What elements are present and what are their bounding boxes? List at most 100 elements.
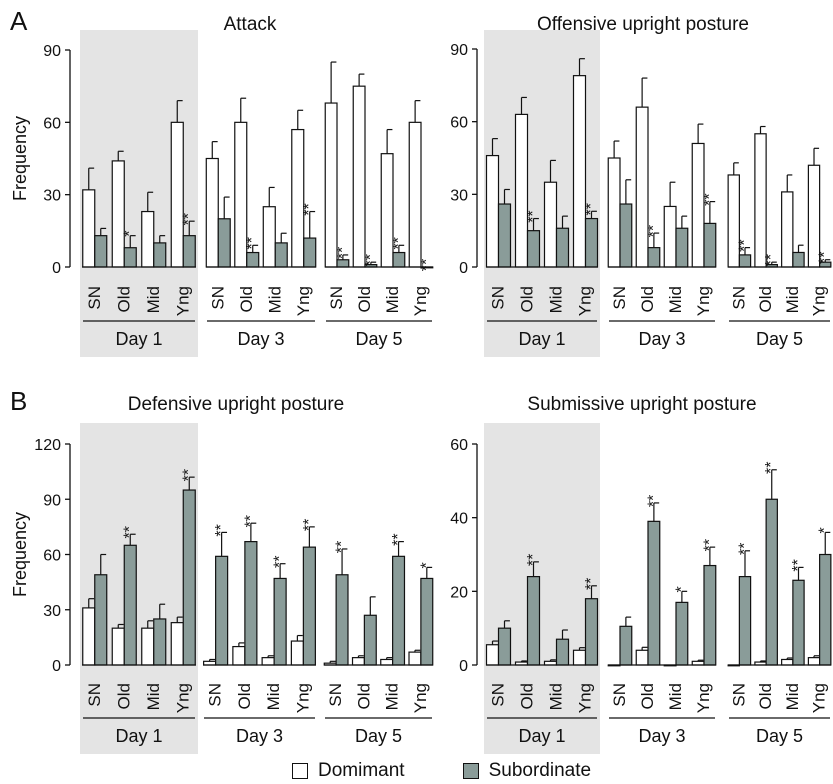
chart-3-significance-mark: * — [418, 562, 435, 568]
chart-1-significance-mark: ** — [362, 254, 379, 266]
chart-4-bar-subordinate — [819, 553, 832, 666]
chart-2-bar-dominant — [607, 157, 621, 268]
chart-3-category-label: Old — [235, 683, 254, 709]
chart-3-bar-dominant — [261, 657, 275, 666]
chart-3-group-label: Day 5 — [355, 726, 402, 746]
chart-4-y-tick-label: 60 — [450, 437, 468, 454]
legend-label-dominant: Domimant — [318, 760, 405, 781]
chart-2-significance-mark: ** — [701, 193, 718, 205]
chart-3-bar-subordinate — [392, 555, 406, 666]
chart-4-significance-mark: ** — [790, 559, 807, 571]
chart-1-bar-dominant — [141, 210, 155, 268]
chart-3-bar-dominant — [82, 607, 96, 666]
chart-4-y-tick-label: 40 — [450, 511, 468, 528]
chart-4-category-label: Old — [756, 683, 775, 709]
chart-2-bar-subordinate — [497, 203, 512, 268]
chart-4-significance-mark: ** — [701, 539, 718, 551]
chart-4-bar-subordinate — [555, 638, 570, 666]
chart-1-significance-mark: ** — [244, 237, 261, 249]
chart-2-bar-subordinate — [555, 227, 570, 268]
chart-4-significance-mark: ** — [736, 543, 753, 555]
chart-1-title: Attack — [224, 14, 277, 35]
chart-2-bar-dominant — [781, 191, 794, 268]
chart-2-bar-dominant — [754, 133, 767, 268]
chart-3-significance-mark: ** — [242, 515, 259, 527]
chart-1-category-label: Mid — [383, 286, 402, 313]
chart-3-category-label: Yng — [411, 683, 430, 713]
legend-item-dominant: Domimant — [292, 760, 405, 782]
chart-2-bar-dominant — [514, 113, 529, 268]
chart-3-y-tick-label: 30 — [43, 603, 61, 620]
chart-4-bar-dominant — [807, 657, 821, 666]
chart-2-category-label: SN — [610, 286, 629, 310]
chart-4-category-label: Old — [518, 683, 537, 709]
chart-3-bar-subordinate — [244, 541, 258, 666]
chart-4-title: Submissive upright posture — [527, 394, 756, 415]
chart-2-category-label: Old — [638, 286, 657, 312]
chart-1-category-label: Old — [355, 286, 374, 312]
chart-4-category-label: Yng — [694, 683, 713, 713]
chart-2-bar-dominant — [485, 154, 500, 268]
chart-1-category-label: Old — [114, 286, 133, 312]
legend-swatch-dominant — [292, 763, 308, 779]
chart-4-y-tick-label: 20 — [450, 584, 468, 601]
chart-3-significance-mark: ** — [272, 555, 289, 567]
chart-1-significance-mark: ** — [181, 213, 198, 225]
chart-1-group-label: Day 1 — [115, 329, 162, 349]
chart-3-bar-subordinate — [123, 544, 137, 666]
chart-2-significance-mark: ** — [645, 225, 662, 237]
chart-2-significance-mark: ** — [817, 252, 833, 264]
chart-2-category-label: SN — [729, 286, 748, 310]
chart-1-bar-dominant — [324, 102, 338, 268]
chart-1-category-label: Mid — [265, 286, 284, 313]
chart-2-bar-dominant — [663, 205, 677, 268]
chart-1-group-label: Day 3 — [237, 329, 284, 349]
chart-1-significance-mark: ** — [418, 259, 435, 271]
chart-1-y-tick-label: 90 — [43, 43, 61, 60]
chart-2-bar-subordinate — [738, 254, 752, 268]
chart-4-bar-subordinate — [584, 598, 599, 666]
chart-1-bar-dominant — [408, 121, 422, 268]
chart-3-category-label: Mid — [383, 683, 402, 710]
chart-3-bar-subordinate — [363, 614, 377, 666]
chart-1-bar-subordinate — [336, 259, 350, 268]
chart-1-category-label: SN — [327, 286, 346, 310]
chart-2-category-label: Old — [756, 286, 775, 312]
chart-4-bar-dominant — [572, 649, 587, 666]
chart-1-bar-dominant — [170, 121, 184, 268]
chart-3-bar-subordinate — [302, 546, 316, 666]
chart-3-significance-mark: ** — [181, 469, 198, 481]
chart-4-group-label: Day 3 — [638, 726, 685, 746]
chart-3-bar-subordinate — [420, 577, 434, 666]
chart-3-title: Defensive upright posture — [128, 394, 345, 415]
chart-3-significance-mark: ** — [213, 524, 230, 536]
chart-2-group-label: Day 5 — [756, 329, 803, 349]
chart-1-y-tick-label: 30 — [43, 188, 61, 205]
chart-1-bar-subordinate — [392, 251, 406, 268]
chart-1-bar-dominant — [82, 189, 96, 268]
chart-2-significance-mark: ** — [583, 203, 600, 215]
chart-2-y-tick-label: 0 — [459, 260, 468, 277]
chart-2-category-label: Old — [518, 286, 537, 312]
chart-1-bar-dominant — [111, 160, 125, 268]
chart-2-category-label: Yng — [576, 286, 595, 316]
chart-3-bar-dominant — [380, 658, 394, 666]
chart-4-day1-shade — [484, 423, 600, 754]
chart-3-category-label: Mid — [144, 683, 163, 710]
chart-3-group-label: Day 1 — [115, 726, 162, 746]
chart-4-bar-subordinate — [738, 575, 752, 666]
legend: Domimant Subordinate — [292, 758, 649, 784]
chart-1-category-label: Yng — [294, 286, 313, 316]
chart-1-bar-dominant — [291, 128, 305, 268]
panel-label-b: B — [10, 386, 27, 416]
chart-4-bar-subordinate — [526, 575, 541, 666]
chart-3-category-label: Old — [354, 683, 373, 709]
chart-4-group-label: Day 5 — [756, 726, 803, 746]
chart-1-bar-subordinate — [182, 235, 196, 268]
chart-1-bar-dominant — [262, 206, 276, 268]
chart-4-bar-subordinate — [497, 627, 512, 666]
chart-1-bar-subordinate — [153, 242, 167, 268]
chart-3-y-tick-label: 90 — [43, 492, 61, 509]
chart-4-category-label: SN — [610, 683, 629, 707]
chart-2-bar-dominant — [572, 75, 587, 268]
